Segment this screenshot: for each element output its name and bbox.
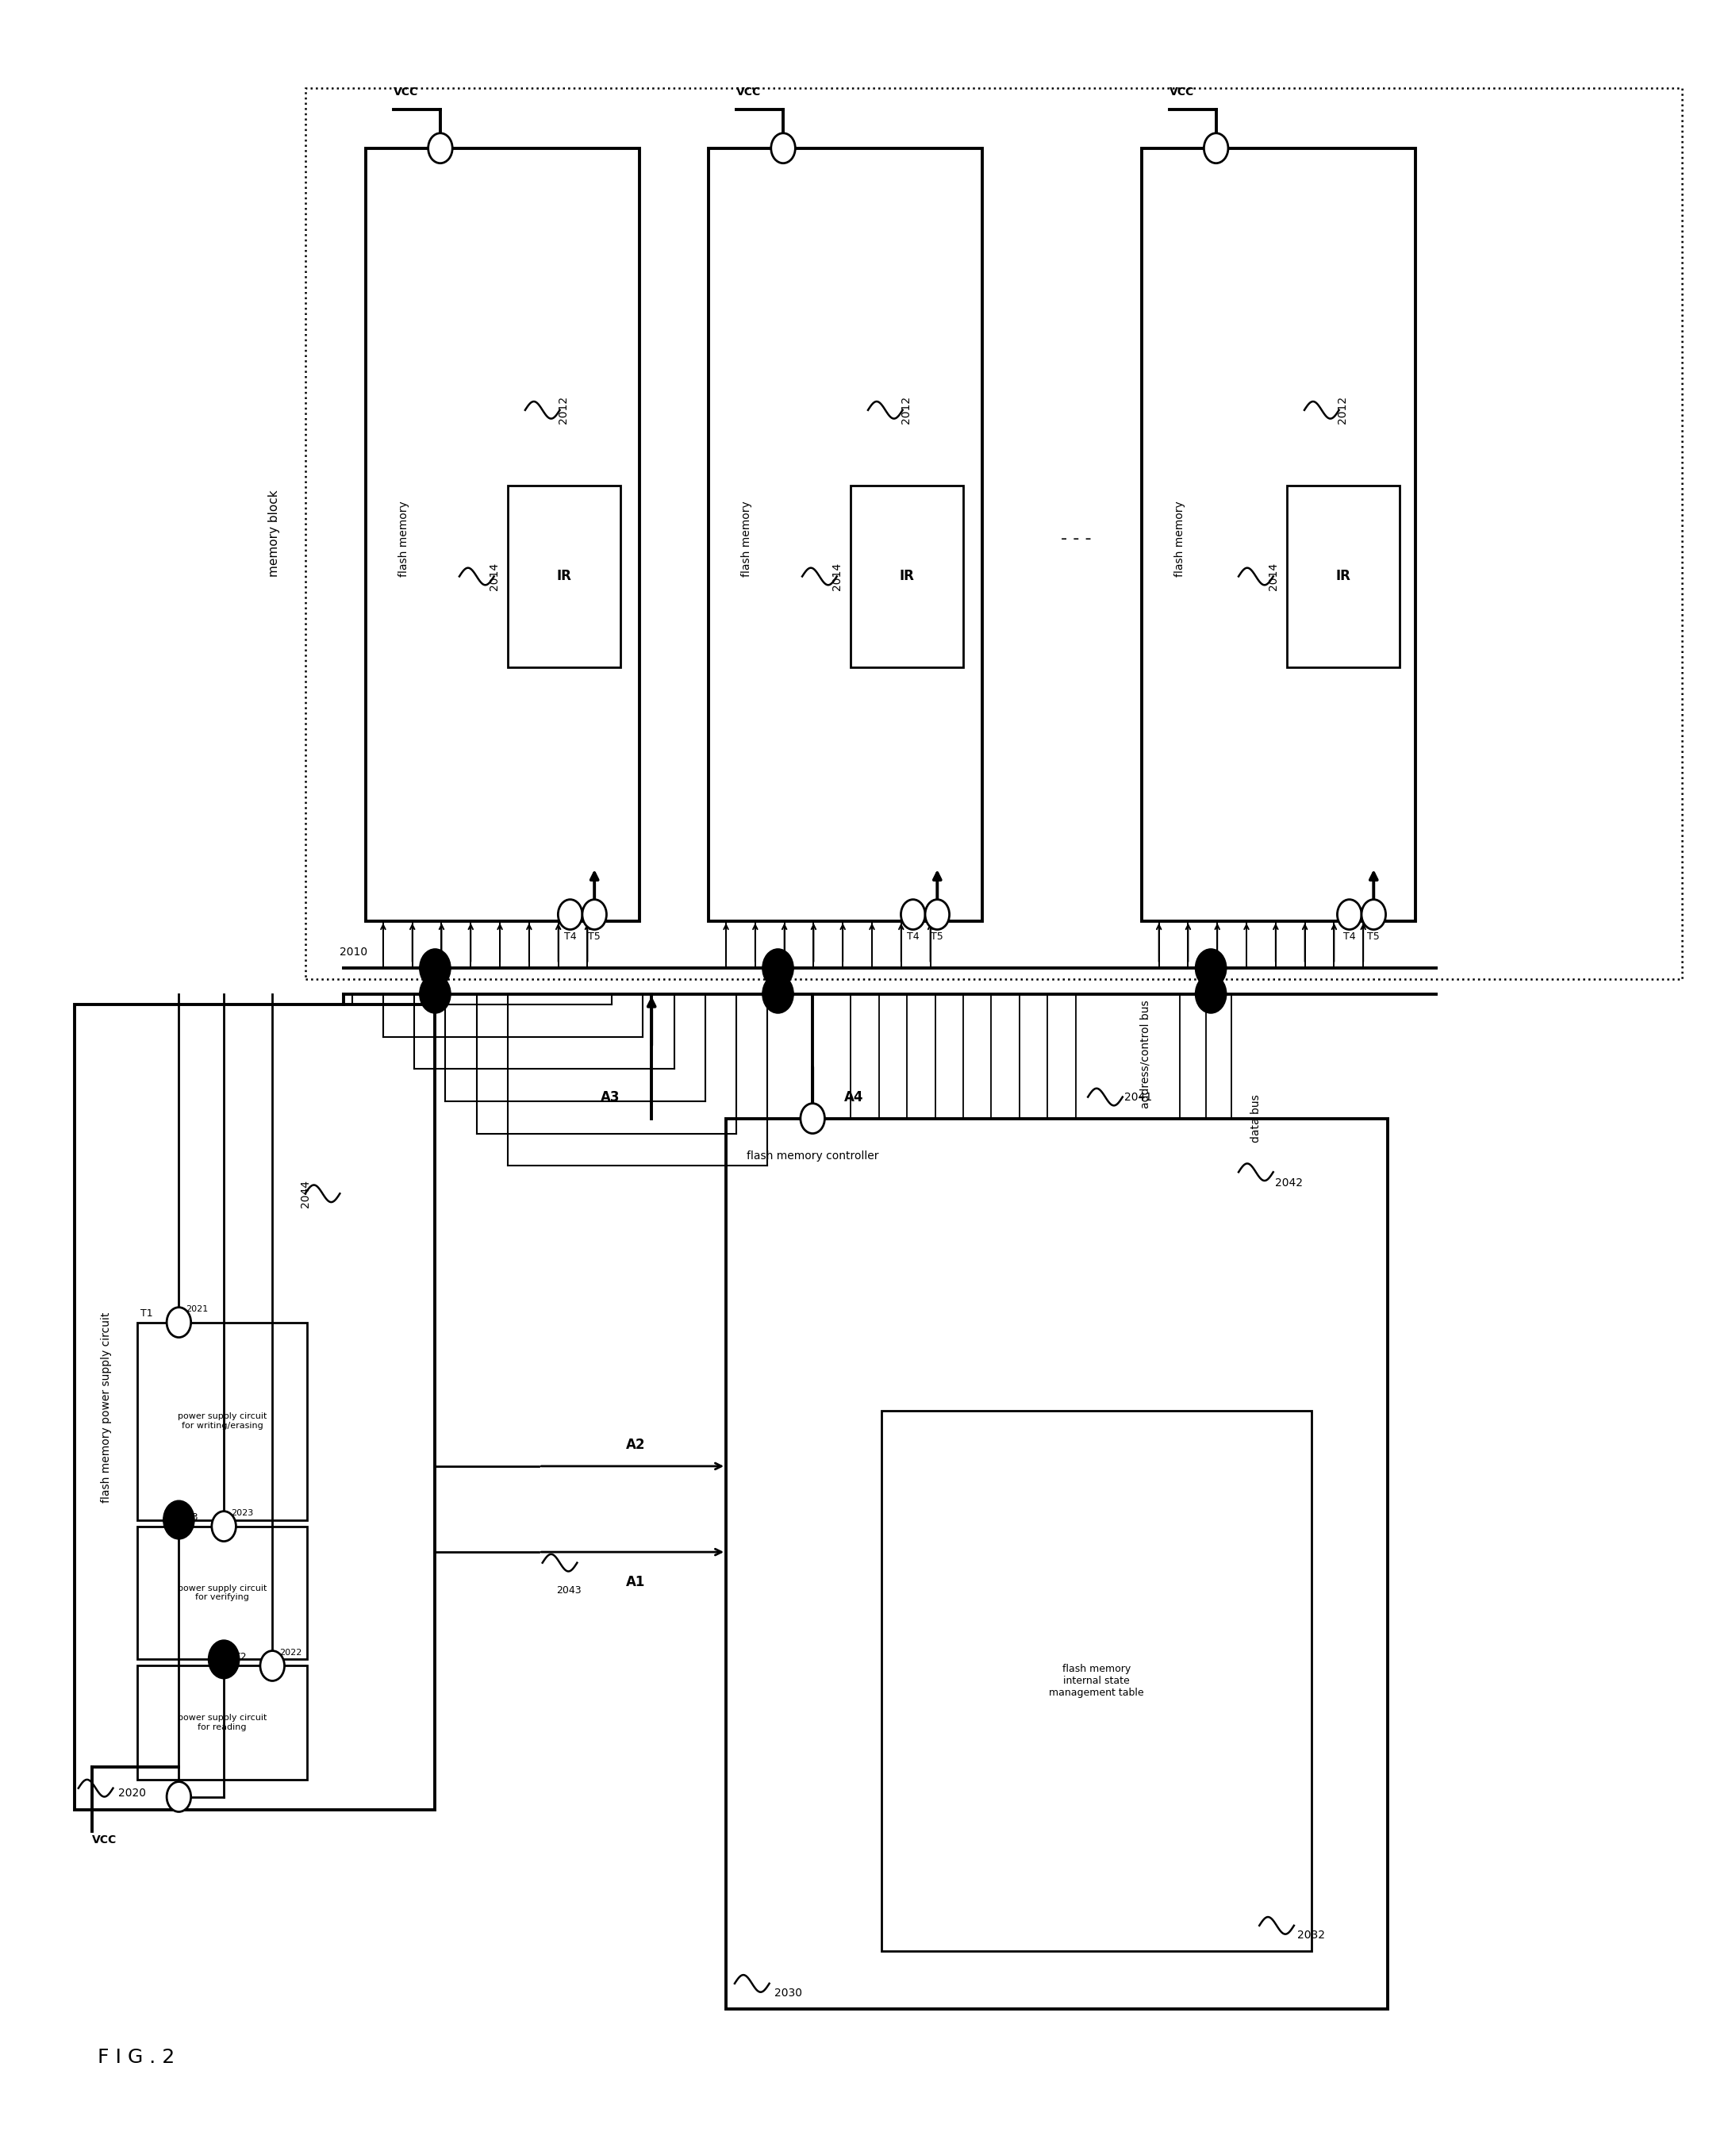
Bar bbox=[1142, 148, 1415, 921]
Text: VCC: VCC bbox=[1170, 86, 1194, 99]
Text: 2021: 2021 bbox=[186, 1306, 208, 1314]
Text: T5: T5 bbox=[589, 931, 601, 942]
Circle shape bbox=[208, 1639, 240, 1678]
Text: - - -: - - - bbox=[1061, 531, 1092, 546]
Text: 2020: 2020 bbox=[118, 1787, 146, 1798]
Text: T1: T1 bbox=[141, 1308, 153, 1319]
Text: 2014: 2014 bbox=[1267, 561, 1279, 589]
Text: 2012: 2012 bbox=[1337, 396, 1349, 424]
Circle shape bbox=[762, 974, 793, 1013]
Text: IR: IR bbox=[557, 570, 571, 583]
Text: flash memory: flash memory bbox=[1174, 501, 1186, 576]
Text: F I G . 2: F I G . 2 bbox=[97, 2048, 175, 2067]
Text: A4: A4 bbox=[844, 1091, 863, 1103]
Text: T3: T3 bbox=[186, 1512, 198, 1523]
Text: flash memory controller: flash memory controller bbox=[746, 1151, 878, 1162]
Text: A3: A3 bbox=[601, 1091, 620, 1103]
Text: VCC: VCC bbox=[736, 86, 760, 99]
Circle shape bbox=[163, 1501, 194, 1540]
Text: 2041: 2041 bbox=[1125, 1091, 1153, 1103]
Text: data bus: data bus bbox=[1250, 1095, 1262, 1142]
Text: VCC: VCC bbox=[394, 86, 418, 99]
Text: VCC: VCC bbox=[92, 1835, 116, 1846]
Text: flash memory power supply circuit: flash memory power supply circuit bbox=[101, 1312, 111, 1504]
Circle shape bbox=[1361, 899, 1385, 929]
Circle shape bbox=[420, 974, 451, 1013]
Circle shape bbox=[1196, 974, 1226, 1013]
Text: 2010: 2010 bbox=[340, 946, 368, 957]
Text: T4: T4 bbox=[564, 931, 576, 942]
Circle shape bbox=[260, 1650, 285, 1680]
Text: IR: IR bbox=[899, 570, 915, 583]
Text: A2: A2 bbox=[625, 1437, 646, 1452]
Text: flash memory: flash memory bbox=[398, 501, 410, 576]
Text: flash memory
internal state
management table: flash memory internal state management t… bbox=[1049, 1663, 1144, 1697]
Text: flash memory: flash memory bbox=[741, 501, 752, 576]
Circle shape bbox=[557, 899, 582, 929]
Text: A1: A1 bbox=[625, 1575, 644, 1590]
Bar bbox=[708, 148, 983, 921]
Circle shape bbox=[212, 1512, 236, 1542]
Circle shape bbox=[800, 1103, 825, 1134]
Text: T4: T4 bbox=[906, 931, 920, 942]
Text: 2022: 2022 bbox=[279, 1650, 302, 1656]
Text: address/control bus: address/control bus bbox=[1139, 1000, 1151, 1108]
Circle shape bbox=[771, 133, 795, 163]
Text: 2012: 2012 bbox=[901, 396, 911, 424]
Circle shape bbox=[1205, 133, 1227, 163]
Bar bbox=[1286, 486, 1399, 667]
Text: power supply circuit
for reading: power supply circuit for reading bbox=[177, 1714, 267, 1732]
Text: 2023: 2023 bbox=[231, 1510, 253, 1516]
Text: 2044: 2044 bbox=[300, 1179, 311, 1207]
Bar bbox=[137, 1527, 307, 1658]
Text: T5: T5 bbox=[930, 931, 943, 942]
Text: memory block: memory block bbox=[267, 490, 279, 576]
Circle shape bbox=[429, 133, 453, 163]
Bar bbox=[75, 1005, 436, 1809]
Text: 2042: 2042 bbox=[1274, 1177, 1302, 1187]
Bar bbox=[726, 1119, 1387, 2009]
Bar bbox=[137, 1323, 307, 1521]
Circle shape bbox=[167, 1781, 191, 1811]
Bar bbox=[509, 486, 620, 667]
Circle shape bbox=[925, 899, 950, 929]
Text: 2014: 2014 bbox=[488, 561, 500, 589]
Text: T2: T2 bbox=[234, 1652, 247, 1663]
Circle shape bbox=[167, 1308, 191, 1338]
Circle shape bbox=[762, 949, 793, 987]
Circle shape bbox=[1196, 949, 1226, 987]
Circle shape bbox=[901, 899, 925, 929]
Text: 2030: 2030 bbox=[774, 1988, 802, 1998]
Text: 2012: 2012 bbox=[557, 396, 569, 424]
Bar bbox=[882, 1411, 1311, 1951]
Text: 2014: 2014 bbox=[832, 561, 842, 589]
Text: T5: T5 bbox=[1368, 931, 1380, 942]
Bar bbox=[306, 88, 1682, 979]
Text: 2043: 2043 bbox=[556, 1585, 582, 1596]
Text: IR: IR bbox=[1335, 570, 1351, 583]
Text: power supply circuit
for verifying: power supply circuit for verifying bbox=[177, 1585, 267, 1600]
Bar bbox=[137, 1665, 307, 1779]
Text: T4: T4 bbox=[1344, 931, 1356, 942]
Bar bbox=[851, 486, 963, 667]
Text: power supply circuit
for writing/erasing: power supply circuit for writing/erasing bbox=[177, 1413, 267, 1430]
Bar bbox=[366, 148, 639, 921]
Circle shape bbox=[420, 949, 451, 987]
Text: 2032: 2032 bbox=[1297, 1929, 1325, 1940]
Circle shape bbox=[582, 899, 606, 929]
Circle shape bbox=[1337, 899, 1361, 929]
